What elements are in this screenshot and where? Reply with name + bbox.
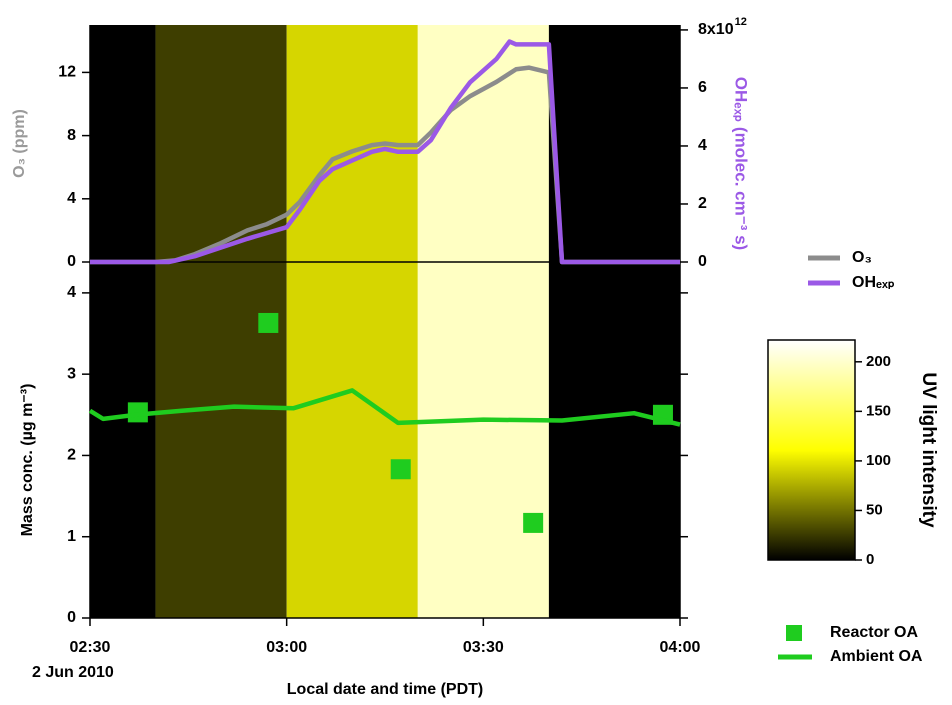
uv-band bbox=[286, 25, 418, 618]
y-tick-label: 1 bbox=[67, 528, 76, 545]
y-axis-title: Mass conc. (µg m⁻³) bbox=[19, 384, 36, 537]
y2-exponent: 12 bbox=[735, 16, 747, 28]
y-tick-label: 2 bbox=[67, 447, 76, 464]
series-line bbox=[88, 388, 681, 427]
y-tick-label: 0 bbox=[67, 253, 76, 270]
legend-label: Reactor OA bbox=[830, 624, 918, 641]
y2-axis-title: OHₑₓₚ (molec. cm⁻³ s) bbox=[732, 77, 751, 250]
colorbar bbox=[767, 339, 856, 561]
series-line bbox=[90, 65, 680, 265]
y-tick-label: 4 bbox=[67, 190, 76, 207]
colorbar-tick-label: 100 bbox=[866, 452, 891, 469]
y2-tick-label: 0 bbox=[698, 253, 707, 270]
x-tick-label: 04:00 bbox=[660, 639, 701, 656]
y-axis-title: O₃ (ppm) bbox=[11, 109, 28, 178]
legend-swatch bbox=[786, 625, 802, 641]
y2-tick-label: 6 bbox=[698, 79, 707, 96]
y-tick-label: 8 bbox=[67, 127, 76, 144]
x-sublabel: 2 Jun 2010 bbox=[32, 664, 114, 681]
colorbar-tick-label: 150 bbox=[866, 402, 891, 419]
y-tick-label: 0 bbox=[67, 609, 76, 626]
y-tick-label: 3 bbox=[67, 365, 76, 382]
x-tick-label: 02:30 bbox=[70, 639, 111, 656]
x-tick-label: 03:30 bbox=[463, 639, 504, 656]
y-tick-label: 4 bbox=[67, 284, 76, 301]
legend-label: O₃ bbox=[852, 249, 872, 266]
legend-label: Ambient OA bbox=[830, 648, 923, 665]
y2-tick-label: 2 bbox=[698, 195, 707, 212]
reactor-marker bbox=[523, 512, 544, 533]
y2-tick-label: 4 bbox=[698, 137, 707, 154]
x-tick-label: 03:00 bbox=[266, 639, 307, 656]
y2-tick-label: 8x10 bbox=[698, 21, 734, 38]
legend-label: OHₑₓₚ bbox=[852, 274, 895, 291]
y-tick-label: 12 bbox=[58, 64, 76, 81]
colorbar-title: UV light intensity bbox=[918, 372, 939, 528]
reactor-marker bbox=[390, 459, 411, 480]
reactor-marker bbox=[258, 312, 279, 333]
colorbar-tick-label: 0 bbox=[866, 551, 874, 568]
uv-band bbox=[90, 25, 156, 618]
colorbar-tick-label: 200 bbox=[866, 353, 891, 370]
series-line bbox=[90, 39, 680, 265]
uv-band bbox=[548, 25, 680, 618]
colorbar-tick-label: 50 bbox=[866, 501, 883, 518]
x-axis-title: Local date and time (PDT) bbox=[287, 681, 483, 698]
